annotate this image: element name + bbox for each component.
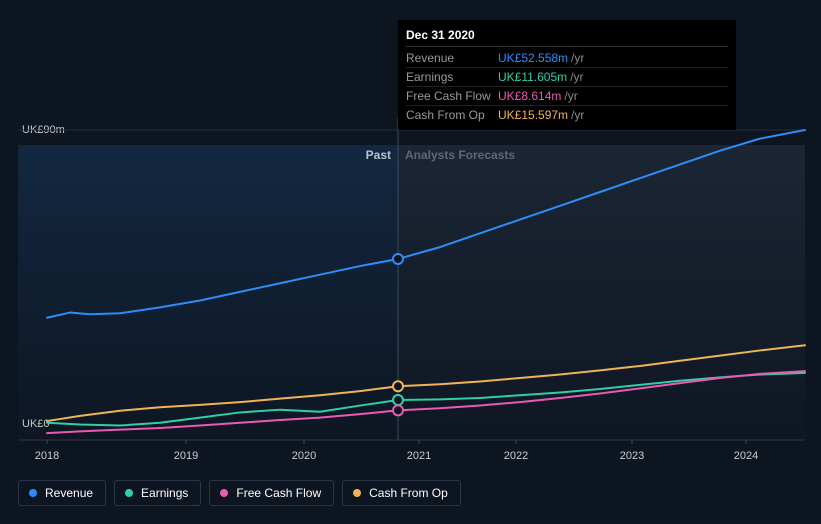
financial-chart: Dec 31 2020 RevenueUK£52.558m/yrEarnings… xyxy=(0,0,821,524)
chart-legend: Revenue Earnings Free Cash Flow Cash From O… xyxy=(18,480,461,506)
tooltip-row-label: Revenue xyxy=(406,51,498,65)
legend-dot-icon xyxy=(29,489,37,497)
tooltip-row: Cash From OpUK£15.597m/yr xyxy=(406,106,728,124)
legend-item-label: Revenue xyxy=(45,486,93,500)
series-marker-earnings xyxy=(393,395,403,405)
tooltip-row-value: UK£52.558m xyxy=(498,51,568,65)
legend-item-free-cash-flow[interactable]: Free Cash Flow xyxy=(209,480,334,506)
tooltip-row-unit: /yr xyxy=(571,51,584,65)
legend-dot-icon xyxy=(220,489,228,497)
legend-item-revenue[interactable]: Revenue xyxy=(18,480,106,506)
series-marker-cash_from_op xyxy=(393,381,403,391)
tooltip-row-unit: /yr xyxy=(564,89,577,103)
tooltip-row: RevenueUK£52.558m/yr xyxy=(406,49,728,68)
tooltip-row: EarningsUK£11.605m/yr xyxy=(406,68,728,87)
tooltip-row-label: Free Cash Flow xyxy=(406,89,498,103)
tooltip-row-unit: /yr xyxy=(570,70,583,84)
tooltip-row-label: Cash From Op xyxy=(406,108,498,122)
tooltip-date: Dec 31 2020 xyxy=(406,26,728,47)
legend-item-label: Earnings xyxy=(141,486,188,500)
tooltip-row-unit: /yr xyxy=(571,108,584,122)
legend-item-cash-from-op[interactable]: Cash From Op xyxy=(342,480,461,506)
tooltip-row-label: Earnings xyxy=(406,70,498,84)
legend-dot-icon xyxy=(353,489,361,497)
series-marker-free_cash_flow xyxy=(393,405,403,415)
tooltip-row-value: UK£11.605m xyxy=(498,70,567,84)
legend-dot-icon xyxy=(125,489,133,497)
legend-item-earnings[interactable]: Earnings xyxy=(114,480,201,506)
tooltip-row-value: UK£8.614m xyxy=(498,89,561,103)
series-marker-revenue xyxy=(393,254,403,264)
legend-item-label: Free Cash Flow xyxy=(236,486,321,500)
tooltip-row: Free Cash FlowUK£8.614m/yr xyxy=(406,87,728,106)
legend-item-label: Cash From Op xyxy=(369,486,448,500)
chart-tooltip: Dec 31 2020 RevenueUK£52.558m/yrEarnings… xyxy=(398,20,736,130)
tooltip-row-value: UK£15.597m xyxy=(498,108,568,122)
